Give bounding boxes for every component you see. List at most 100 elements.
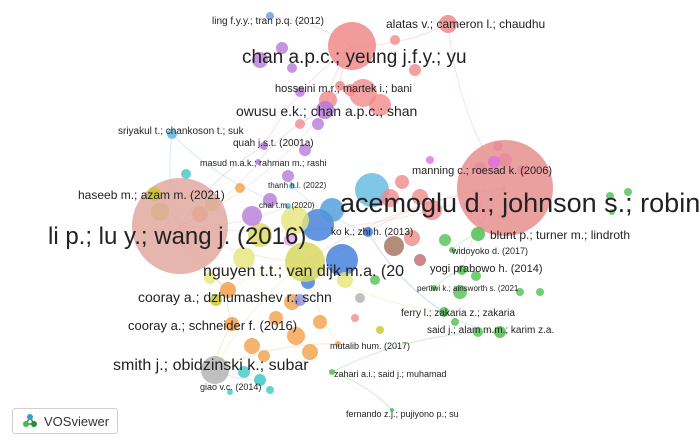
network-node[interactable] xyxy=(328,22,376,70)
network-bubble xyxy=(266,386,274,394)
network-node-label[interactable]: owusu e.k.; chan a.p.c.; shan xyxy=(236,103,417,119)
network-node[interactable] xyxy=(201,356,229,384)
network-bubble xyxy=(471,271,481,281)
network-bubble xyxy=(453,285,467,299)
network-bubble xyxy=(422,200,442,220)
network-bubble xyxy=(258,350,270,362)
network-bubble xyxy=(269,311,283,325)
network-node-label[interactable]: li p.; lu y.; wang j. (2016) xyxy=(48,223,306,250)
network-node[interactable] xyxy=(471,227,485,241)
network-node-label[interactable]: manning c.; roesad k. (2006) xyxy=(412,165,552,177)
network-node-label[interactable]: zahari a.i.; said j.; muhamad xyxy=(334,369,447,379)
network-node-label[interactable]: masud m.a.k.; rahman m.; rashi xyxy=(200,158,327,168)
network-bubble xyxy=(395,175,409,189)
network-node-label[interactable]: said j.; alam m.m.; karim z.a. xyxy=(427,325,554,336)
network-node-label[interactable]: acemoglu d.; johnson s.; robin xyxy=(340,188,699,218)
network-bubble xyxy=(248,223,272,247)
network-bubble xyxy=(370,275,380,285)
network-bubble xyxy=(381,189,399,207)
network-node-label[interactable]: ferry l.; zakaria z.; zakaria xyxy=(401,308,515,319)
network-node-label[interactable]: cooray a.; schneider f. (2016) xyxy=(128,318,297,333)
network-node[interactable] xyxy=(167,129,177,139)
network-bubble xyxy=(369,94,391,116)
network-node-label[interactable]: hosseini m.r.; martek i.; bani xyxy=(275,83,412,95)
network-node-label[interactable]: thanh h.l. (2022) xyxy=(268,181,327,190)
network-node[interactable] xyxy=(439,15,457,33)
network-bubble xyxy=(287,327,305,345)
network-node[interactable] xyxy=(289,183,295,189)
network-edge xyxy=(367,231,445,313)
network-node[interactable] xyxy=(488,156,500,168)
network-node[interactable] xyxy=(220,282,236,298)
network-node-label[interactable]: quah j.s.t. (2001a) xyxy=(233,138,314,149)
network-bubble xyxy=(473,327,483,337)
network-bubble xyxy=(284,234,296,246)
network-bubble xyxy=(204,272,216,284)
network-node[interactable] xyxy=(132,178,228,274)
network-node-label[interactable]: chan a.p.c.; yeung j.f.y.; yu xyxy=(242,47,467,68)
network-node-label[interactable]: giao v.c. (2014) xyxy=(200,382,261,392)
network-bubble xyxy=(242,206,262,226)
network-node-label[interactable]: cooray a.; dzhumashev r.; schn xyxy=(138,289,332,305)
network-node[interactable] xyxy=(255,159,261,165)
network-bubble xyxy=(344,84,356,96)
network-node[interactable] xyxy=(363,227,373,237)
network-node-label[interactable]: smith j.; obidzinski k.; subar xyxy=(113,357,309,374)
network-node-label[interactable]: mutalib hum. (2017) xyxy=(330,341,410,351)
network-node[interactable] xyxy=(449,247,455,253)
network-edge xyxy=(331,331,501,373)
vosviewer-badge[interactable]: VOSviewer xyxy=(12,408,118,434)
network-bubble xyxy=(320,198,344,222)
network-node[interactable] xyxy=(147,187,161,201)
network-bubble xyxy=(624,188,632,196)
network-bubble xyxy=(210,294,222,306)
network-bubble xyxy=(390,35,400,45)
network-node[interactable] xyxy=(390,408,394,412)
network-node[interactable] xyxy=(285,203,291,209)
network-node[interactable] xyxy=(285,242,325,282)
network-bubble xyxy=(295,119,305,129)
network-node[interactable] xyxy=(329,369,335,375)
network-node-label[interactable]: alatas v.; cameron l.; chaudhu xyxy=(386,17,545,31)
network-edge xyxy=(331,371,393,411)
network-node-label[interactable]: yogi prabowo h. (2014) xyxy=(430,263,543,275)
network-bubble xyxy=(439,234,451,246)
network-bubble xyxy=(536,288,544,296)
network-node[interactable] xyxy=(260,142,268,150)
network-node-label[interactable]: widoyoko d. (2017) xyxy=(451,246,528,256)
network-node-label[interactable]: pertiwi k.; ainsworth s. (2021 xyxy=(417,284,519,293)
network-bubble xyxy=(181,169,191,179)
network-bubble xyxy=(609,209,615,215)
network-node[interactable] xyxy=(335,81,345,91)
network-node-label[interactable]: sriyakul t.; chankoson t.; suk xyxy=(118,126,245,137)
network-bubble xyxy=(244,338,260,354)
network-node-label[interactable]: ko k.; zhi h. (2013) xyxy=(331,227,413,238)
network-node-label[interactable]: nguyen t.t.; van dijk m.a. (20 xyxy=(203,263,404,280)
network-node-label[interactable]: haseeb m.; azam m. (2021) xyxy=(78,188,225,202)
network-bubble xyxy=(263,193,277,207)
network-bubble xyxy=(355,293,365,303)
network-node[interactable] xyxy=(439,307,449,317)
network-node-label[interactable]: ling f.y.y.; tran p.q. (2012) xyxy=(212,16,324,27)
network-node-label[interactable]: fernando z.j.; pujiyono p.; su xyxy=(346,409,459,419)
network-node[interactable] xyxy=(225,317,239,331)
network-node[interactable] xyxy=(457,265,467,275)
network-background-nodes xyxy=(151,35,632,395)
network-node[interactable] xyxy=(457,140,553,236)
network-bubble xyxy=(426,156,434,164)
network-edge xyxy=(214,343,339,371)
network-node-label[interactable]: chai t.m. (2020) xyxy=(259,201,315,210)
network-bubble xyxy=(235,183,245,193)
network-node[interactable] xyxy=(335,341,341,347)
network-node[interactable] xyxy=(494,326,506,338)
network-node[interactable] xyxy=(254,374,266,386)
network-bubble xyxy=(227,389,233,395)
network-bubble xyxy=(313,315,327,329)
network-bubble xyxy=(282,170,294,182)
network-node-label[interactable]: blunt p.; turner m.; lindroth xyxy=(490,228,630,242)
network-node[interactable] xyxy=(431,285,437,291)
network-bubble xyxy=(233,247,255,269)
network-node[interactable] xyxy=(316,101,334,119)
network-node[interactable] xyxy=(266,12,274,20)
